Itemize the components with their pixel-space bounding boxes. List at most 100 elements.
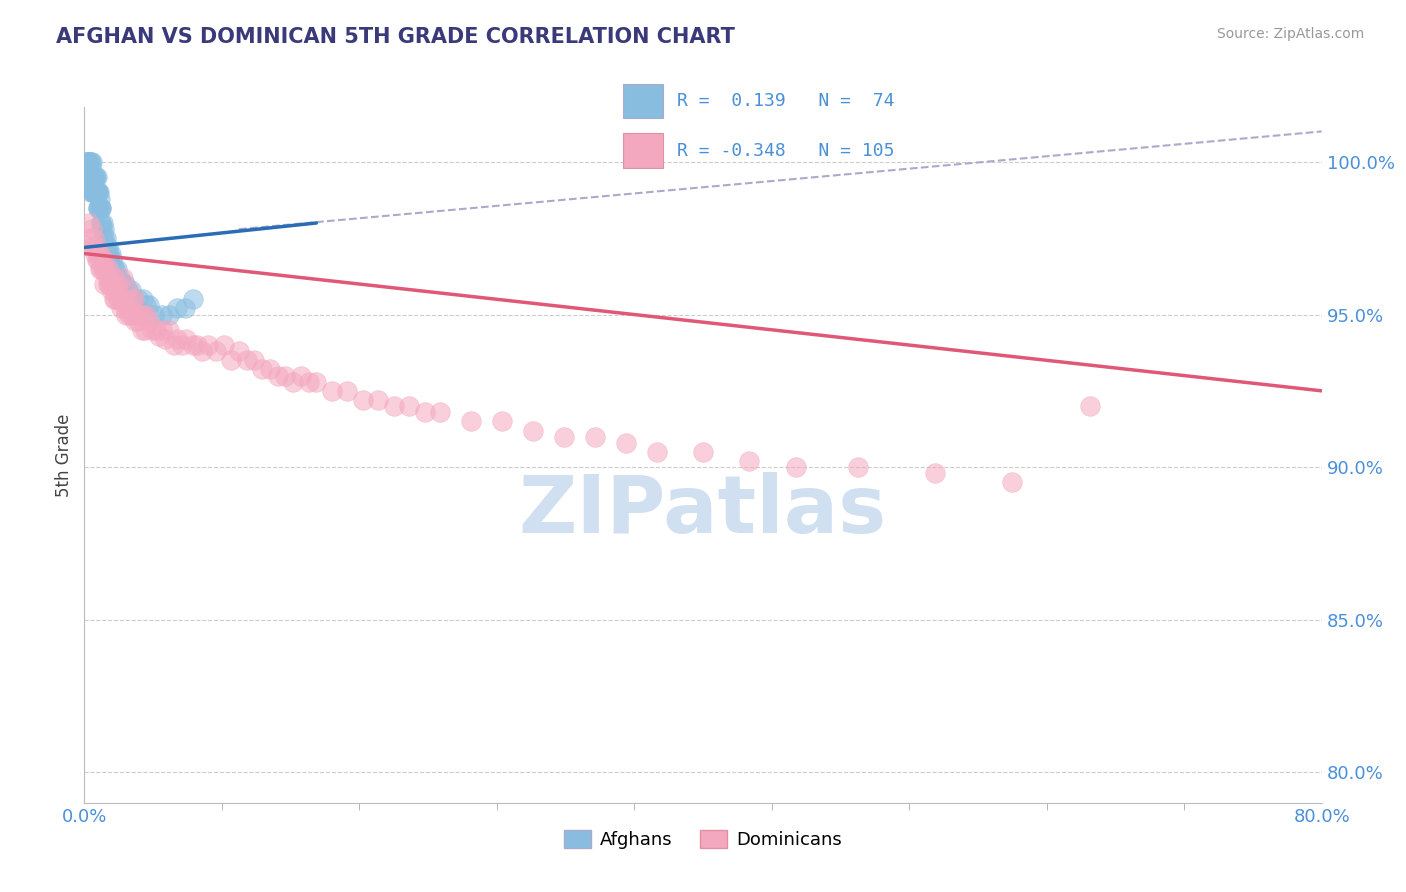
Point (79, 177, 101, 191)
Point (93, 231, 115, 245)
Point (121, 293, 143, 307)
Point (76, 155, 98, 169)
Bar (623, 134, 662, 168)
Point (120, 301, 142, 316)
Point (692, 445, 714, 459)
Point (138, 298, 160, 312)
Point (118, 308, 141, 322)
Point (77, 170, 100, 185)
Point (103, 293, 125, 307)
Point (107, 293, 129, 307)
Point (125, 308, 148, 322)
Point (141, 323, 163, 337)
Point (82, 170, 104, 185)
Point (93, 277, 115, 291)
Text: R = -0.348   N = 105: R = -0.348 N = 105 (678, 142, 894, 160)
Point (181, 338, 204, 352)
Point (846, 460, 869, 475)
Point (336, 384, 359, 398)
Point (98, 246, 121, 260)
Point (80, 186, 103, 200)
Point (143, 308, 166, 322)
Point (131, 323, 153, 337)
Point (267, 368, 290, 383)
Point (83, 231, 105, 245)
Point (305, 375, 328, 389)
Legend: Afghans, Dominicans: Afghans, Dominicans (557, 822, 849, 856)
Point (398, 399, 420, 413)
Point (235, 353, 259, 368)
Point (491, 414, 513, 428)
Point (153, 332, 176, 346)
Point (159, 308, 180, 322)
Point (138, 313, 160, 327)
Point (298, 375, 321, 389)
Point (104, 293, 127, 307)
Point (135, 308, 157, 322)
Point (100, 246, 122, 260)
Point (87, 252, 110, 267)
Point (77, 170, 100, 185)
Point (382, 399, 405, 413)
Point (191, 344, 214, 359)
Point (100, 283, 122, 297)
Point (83, 170, 105, 185)
Point (96, 271, 118, 285)
Point (148, 329, 170, 343)
Point (98, 277, 121, 291)
Point (112, 277, 135, 291)
Point (107, 277, 129, 291)
Y-axis label: 5th Grade: 5th Grade (55, 413, 73, 497)
Point (82, 155, 104, 169)
Point (115, 308, 138, 322)
Point (281, 375, 305, 389)
Point (96, 246, 118, 260)
Point (352, 392, 374, 407)
Point (98, 252, 121, 267)
Point (114, 277, 136, 291)
Point (110, 301, 132, 316)
Point (90, 216, 112, 230)
Point (101, 277, 124, 291)
Point (785, 460, 807, 475)
Point (89, 192, 111, 206)
Point (583, 429, 606, 443)
Point (122, 293, 145, 307)
Point (103, 261, 125, 276)
Point (110, 277, 132, 291)
Point (124, 313, 146, 327)
Point (82, 222, 104, 236)
Point (108, 271, 131, 285)
Text: Source: ZipAtlas.com: Source: ZipAtlas.com (1216, 27, 1364, 41)
Point (176, 332, 198, 346)
Point (117, 283, 139, 297)
Point (86, 186, 108, 200)
Point (90, 261, 112, 276)
Point (89, 201, 111, 215)
Point (82, 186, 104, 200)
Point (166, 301, 188, 316)
Point (79, 170, 101, 185)
Point (170, 338, 193, 352)
Point (221, 353, 243, 368)
Point (77, 216, 100, 230)
Point (135, 298, 157, 312)
Point (79, 161, 101, 175)
Point (738, 454, 761, 468)
Point (79, 231, 101, 245)
Point (104, 261, 127, 276)
Point (84, 246, 107, 260)
Point (127, 293, 149, 307)
Point (93, 252, 115, 267)
Point (197, 338, 219, 352)
Point (107, 271, 129, 285)
Point (83, 240, 105, 254)
Point (86, 252, 108, 267)
Point (91, 222, 114, 236)
Point (91, 261, 114, 276)
Point (101, 252, 124, 267)
Point (112, 293, 135, 307)
Point (121, 308, 143, 322)
Point (79, 155, 101, 169)
Point (86, 186, 108, 200)
